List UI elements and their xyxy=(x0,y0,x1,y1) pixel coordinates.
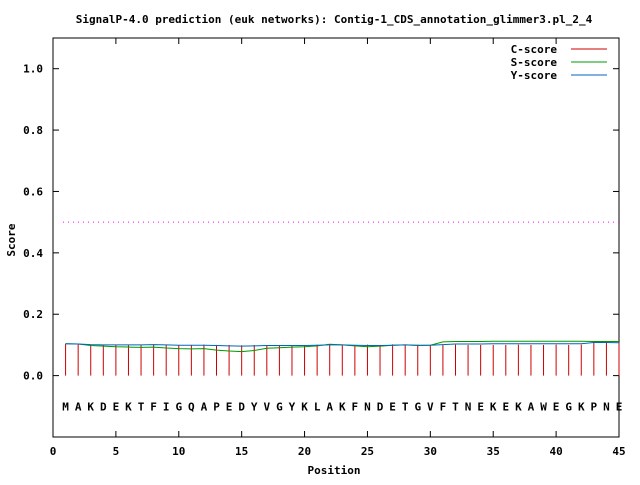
y-tick-label: 0.6 xyxy=(23,185,43,198)
sequence-residue: F xyxy=(150,400,157,413)
sequence-residue: K xyxy=(490,400,497,413)
sequence-residue: K xyxy=(125,400,132,413)
y-tick-label: 0.8 xyxy=(23,124,43,137)
x-tick-label: 20 xyxy=(298,445,311,458)
sequence-residue: A xyxy=(201,400,208,413)
y-tick-label: 1.0 xyxy=(23,63,43,76)
x-tick-label: 10 xyxy=(172,445,185,458)
sequence-residue: A xyxy=(75,400,82,413)
sequence-residue: E xyxy=(616,400,623,413)
sequence-residue: D xyxy=(100,400,107,413)
y-scoreline xyxy=(65,341,620,347)
sequence-residue: E xyxy=(113,400,120,413)
sequence-residue: G xyxy=(175,400,182,413)
sequence-residue: T xyxy=(138,400,145,413)
sequence-residue: W xyxy=(540,400,547,413)
sequence-residue: F xyxy=(352,400,359,413)
sequence-residue: Y xyxy=(289,400,296,413)
sequence-residue: T xyxy=(452,400,459,413)
sequence-residue: V xyxy=(264,400,271,413)
y-tick-label: 0.2 xyxy=(23,308,43,321)
sequence-residue: D xyxy=(238,400,245,413)
sequence-residue: Y xyxy=(251,400,258,413)
x-tick-label: 0 xyxy=(50,445,57,458)
sequence-residue: K xyxy=(301,400,308,413)
sequence-residue: K xyxy=(87,400,94,413)
sequence-residue: V xyxy=(427,400,434,413)
sequence-residue: P xyxy=(591,400,598,413)
sequence-residue: T xyxy=(402,400,409,413)
sequence-residue: E xyxy=(477,400,484,413)
x-tick-label: 45 xyxy=(612,445,625,458)
sequence-residue: N xyxy=(603,400,610,413)
sequence-residue: Q xyxy=(188,400,195,413)
sequence-residue: G xyxy=(565,400,572,413)
sequence-residue: N xyxy=(364,400,371,413)
sequence-residue: F xyxy=(440,400,447,413)
sequence-residue: A xyxy=(326,400,333,413)
sequence-residue: L xyxy=(314,400,321,413)
x-axis-title: Position xyxy=(308,464,361,477)
sequence-residue: G xyxy=(276,400,283,413)
x-tick-label: 5 xyxy=(113,445,120,458)
sequence-residue: I xyxy=(163,400,170,413)
x-tick-label: 35 xyxy=(487,445,500,458)
x-tick-label: 25 xyxy=(361,445,374,458)
x-tick-label: 40 xyxy=(549,445,562,458)
sequence-residue: K xyxy=(515,400,522,413)
y-tick-label: 0.4 xyxy=(23,247,43,260)
sequence-residue: G xyxy=(414,400,421,413)
legend-label: S-score xyxy=(511,56,558,69)
y-tick-label: 0.0 xyxy=(23,370,43,383)
plot-frame xyxy=(52,37,620,438)
legend-label: Y-score xyxy=(511,69,558,82)
y-axis-title: Score xyxy=(5,223,18,256)
sequence-residue: E xyxy=(226,400,233,413)
sequence-residue: E xyxy=(389,400,396,413)
sequence-residue: A xyxy=(528,400,535,413)
plot-area: 0.00.20.40.60.81.00 5 10 15 20 25 30 35 40 45M A K D… xyxy=(23,37,626,458)
sequence-residue: P xyxy=(213,400,220,413)
sequence-residue: M xyxy=(62,400,69,413)
sequence-residue: K xyxy=(339,400,346,413)
sequence-residue: K xyxy=(578,400,585,413)
sequence-residue: D xyxy=(377,400,384,413)
legend-label: C-score xyxy=(511,43,558,56)
chart-title: SignalP-4.0 prediction (euk networks): C… xyxy=(76,13,593,26)
sequence-residue: E xyxy=(502,400,509,413)
x-tick-label: 15 xyxy=(235,445,248,458)
x-tick-label: 30 xyxy=(424,445,437,458)
sequence-residue: E xyxy=(553,400,560,413)
sequence-residue: N xyxy=(465,400,472,413)
